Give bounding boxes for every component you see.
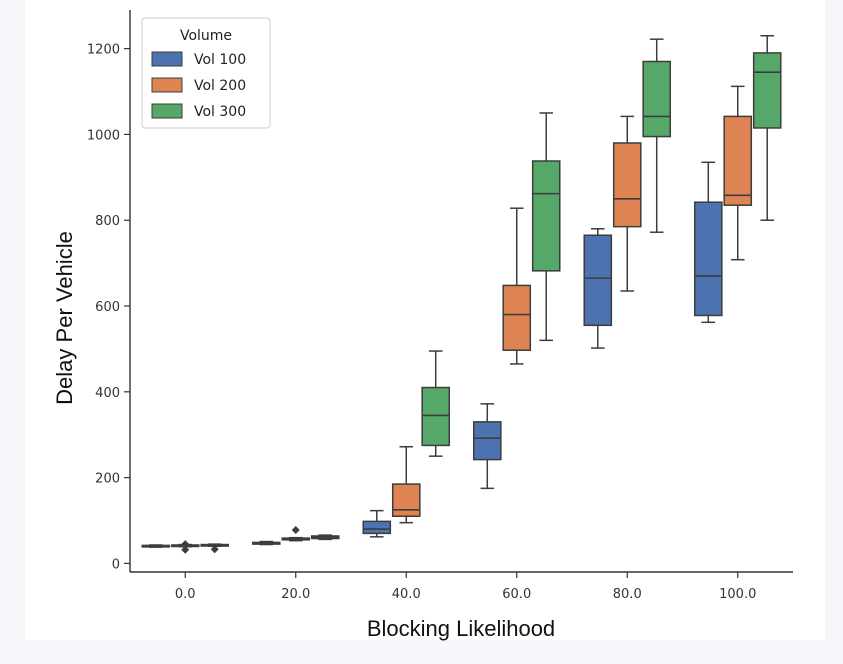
y-tick-label: 0 — [112, 557, 120, 572]
iqr-box — [502, 284, 532, 351]
box-vol-300-0 — [200, 543, 230, 554]
outlier-point — [210, 545, 219, 554]
box-vol-300-1 — [310, 534, 340, 541]
legend-label: Vol 300 — [194, 104, 246, 120]
iqr-box — [612, 142, 642, 228]
legend-swatch — [151, 103, 183, 119]
y-tick-label: 600 — [95, 300, 120, 315]
x-tick-label: 80.0 — [613, 587, 642, 602]
legend-title: Volume — [180, 28, 232, 44]
box-vol-300-3 — [531, 112, 561, 342]
box-vol-200-3 — [502, 207, 532, 365]
x-tick-label: 60.0 — [502, 587, 531, 602]
legend-label: Vol 100 — [194, 52, 246, 68]
outlier-point — [181, 545, 190, 554]
y-tick-label: 1200 — [87, 43, 120, 58]
iqr-box — [362, 520, 392, 535]
iqr-box — [642, 60, 672, 138]
box-vol-100-2 — [362, 509, 392, 538]
legend-entries: Vol 100 Vol 200 Vol 300 — [151, 51, 246, 120]
box-vol-200-1 — [281, 525, 311, 542]
y-tick-label: 1000 — [87, 128, 120, 143]
y-axis-label: Delay Per Vehicle — [52, 231, 77, 405]
iqr-box — [752, 52, 782, 129]
legend-swatch — [151, 51, 183, 67]
y-tick-label: 800 — [95, 214, 120, 229]
box-vol-100-0 — [141, 544, 171, 548]
legend-frame — [141, 17, 271, 129]
iqr-box — [723, 115, 753, 206]
y-axis-ticks: 0 200 400 600 800 1000 1200 — [87, 43, 130, 572]
box-vol-300-2 — [421, 350, 451, 457]
x-tick-label: 20.0 — [281, 587, 310, 602]
box-vol-300-4 — [642, 38, 672, 233]
box-vol-100-4 — [583, 228, 613, 349]
x-tick-label: 0.0 — [175, 587, 196, 602]
outlier-point — [291, 525, 300, 534]
y-tick-label: 400 — [95, 386, 120, 401]
iqr-box — [472, 421, 502, 461]
iqr-box — [391, 483, 421, 517]
plot-boxes — [141, 34, 782, 554]
x-tick-label: 100.0 — [719, 587, 756, 602]
y-tick-label: 200 — [95, 472, 120, 487]
legend: Volume Vol 100 Vol 200 Vol 300 — [141, 17, 271, 129]
box-vol-100-5 — [693, 161, 723, 324]
x-tick-label: 40.0 — [392, 587, 421, 602]
box-vol-200-5 — [723, 85, 753, 261]
iqr-box — [693, 201, 723, 317]
iqr-box — [531, 160, 561, 272]
box-vol-200-0 — [170, 540, 200, 554]
x-axis-label: Blocking Likelihood — [367, 616, 555, 641]
box-vol-100-3 — [472, 403, 502, 490]
iqr-box — [583, 234, 613, 327]
x-axis-ticks: 0.0 20.0 40.0 60.0 80.0 100.0 — [175, 572, 756, 602]
box-vol-100-1 — [251, 540, 281, 546]
legend-label: Vol 200 — [194, 78, 246, 94]
outlier-point — [181, 540, 190, 549]
box-vol-200-4 — [612, 115, 642, 292]
box-vol-300-5 — [752, 34, 782, 221]
legend-swatch — [151, 77, 183, 93]
box-vol-200-2 — [391, 445, 421, 524]
iqr-box — [421, 386, 451, 447]
